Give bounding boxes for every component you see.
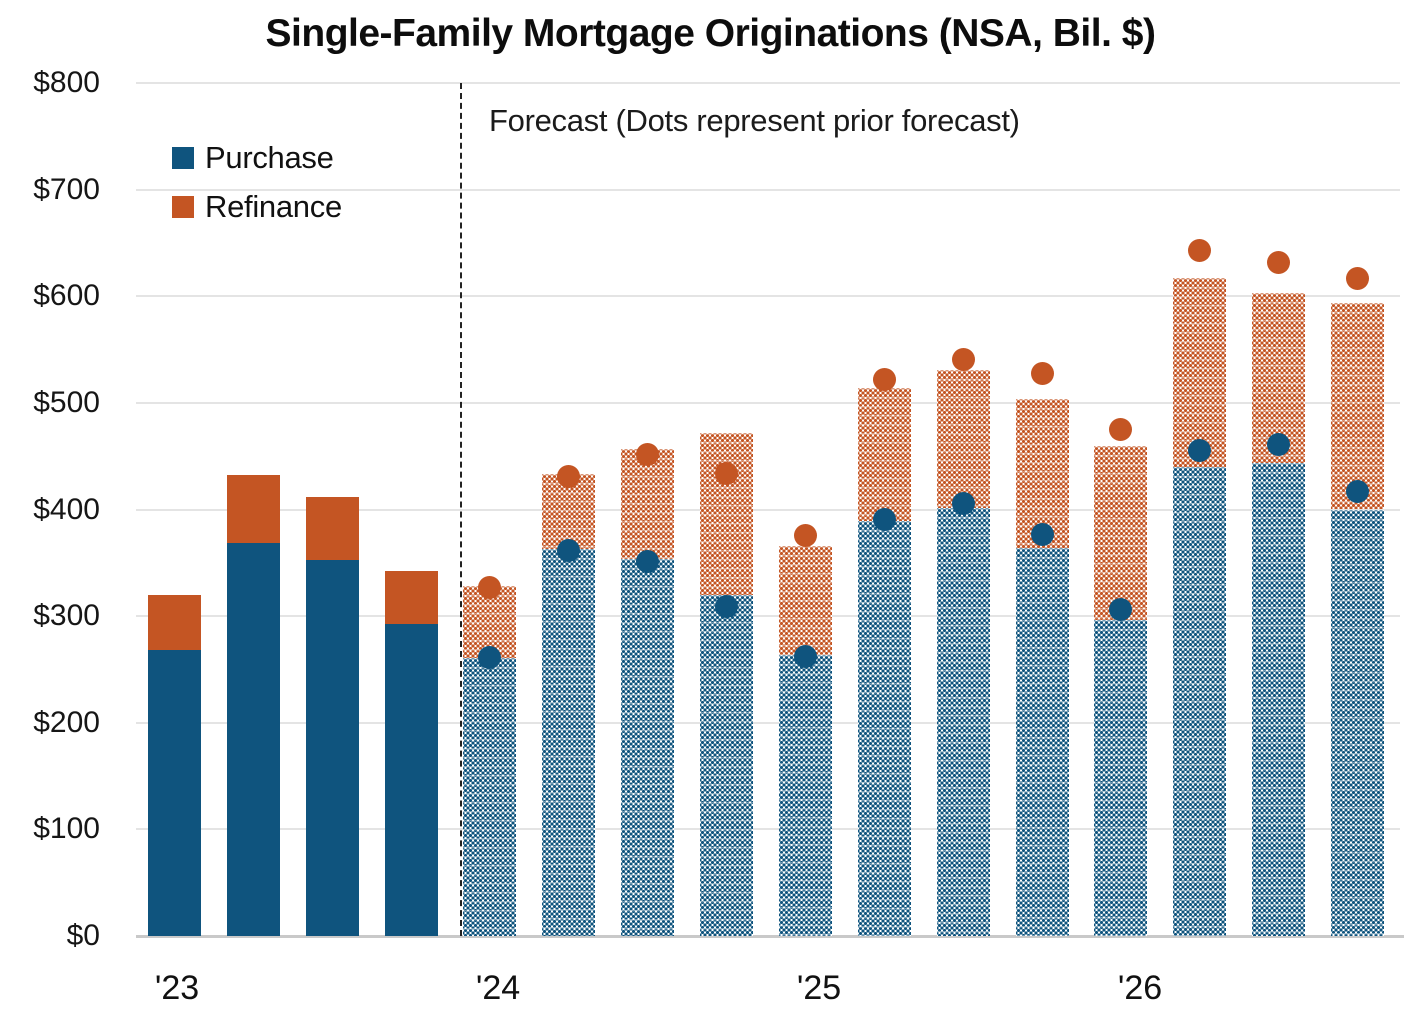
bar-refinance-24-q3 — [621, 448, 675, 559]
dot-prior-total-25-q2 — [872, 367, 896, 391]
dot-prior-total-24-q4 — [715, 461, 739, 485]
dot-prior-purchase-25-q4 — [1030, 522, 1054, 546]
refinance-swatch-icon — [172, 196, 194, 218]
dot-prior-total-26-q4 — [1346, 266, 1370, 290]
y-axis-tick-label-200: $200 — [33, 705, 100, 739]
y-axis-tick-label-700: $700 — [33, 172, 100, 206]
bar-refinance-25-q1 — [778, 545, 832, 655]
forecast-annotation: Forecast (Dots represent prior forecast) — [489, 103, 1020, 138]
gridline-300 — [136, 615, 1400, 618]
bar-purchase-26-q2 — [1173, 466, 1227, 936]
y-axis-tick-label-300: $300 — [33, 599, 100, 633]
gridline-800 — [136, 82, 1400, 84]
bar-purchase-23-q4 — [384, 623, 438, 936]
bar-purchase-25-q2 — [857, 521, 911, 936]
bar-purchase-24-q4 — [700, 594, 754, 936]
y-axis-tick-label-100: $100 — [33, 812, 100, 846]
dot-prior-purchase-26-q3 — [1267, 432, 1291, 456]
gridline-500 — [136, 401, 1400, 404]
y-axis-tick-label-500: $500 — [33, 385, 100, 419]
gridline-400 — [136, 508, 1400, 511]
bar-refinance-23-q4 — [384, 571, 438, 624]
bar-purchase-23-q3 — [305, 559, 359, 936]
bar-refinance-25-q3 — [936, 369, 990, 509]
bar-purchase-26-q3 — [1252, 462, 1306, 936]
dot-prior-purchase-24-q3 — [636, 550, 660, 574]
legend: Purchase Refinance — [172, 140, 342, 238]
x-axis-label-24: '24 — [475, 969, 521, 1007]
bar-refinance-24-q2 — [542, 474, 596, 549]
bar-refinance-25-q2 — [857, 387, 911, 522]
bar-purchase-26-q4 — [1331, 509, 1385, 936]
gridline-600 — [136, 295, 1400, 298]
bar-purchase-26-q1 — [1094, 620, 1148, 936]
y-axis-tick-label-600: $600 — [33, 279, 100, 313]
bar-refinance-23-q3 — [305, 496, 359, 560]
bar-purchase-24-q3 — [621, 558, 675, 936]
dot-prior-total-24-q3 — [636, 442, 660, 466]
x-axis-label-23: '23 — [154, 969, 200, 1007]
bar-refinance-23-q1 — [148, 594, 201, 651]
bar-refinance-26-q4 — [1331, 302, 1385, 510]
bar-purchase-25-q4 — [1015, 547, 1069, 936]
dot-prior-total-26-q1 — [1109, 418, 1133, 442]
dot-prior-total-25-q4 — [1030, 361, 1054, 385]
gridline-100 — [136, 828, 1400, 831]
dot-prior-total-26-q2 — [1188, 238, 1212, 262]
bar-refinance-26-q2 — [1173, 278, 1227, 467]
gridline-200 — [136, 721, 1400, 724]
dot-prior-purchase-26-q1 — [1109, 598, 1133, 622]
bar-purchase-24-q2 — [542, 548, 596, 936]
forecast-divider-dashed-line — [460, 83, 462, 936]
dot-prior-purchase-24-q1 — [478, 646, 502, 670]
bar-purchase-23-q1 — [148, 650, 201, 936]
dot-prior-total-24-q1 — [478, 575, 502, 599]
dot-prior-total-25-q1 — [793, 523, 817, 547]
x-axis-line — [136, 935, 1404, 938]
purchase-swatch-icon — [172, 147, 194, 169]
legend-item-refinance: Refinance — [172, 189, 342, 225]
dot-prior-purchase-26-q4 — [1346, 479, 1370, 503]
bar-purchase-24-q1 — [463, 657, 517, 936]
dot-prior-purchase-25-q1 — [793, 645, 817, 669]
dot-prior-purchase-24-q4 — [715, 595, 739, 619]
chart-title: Single-Family Mortgage Originations (NSA… — [265, 12, 1156, 55]
dot-prior-total-25-q3 — [951, 347, 975, 371]
x-axis-label-25: '25 — [796, 969, 842, 1007]
legend-label-purchase: Purchase — [205, 140, 334, 175]
dot-prior-purchase-25-q2 — [872, 507, 896, 531]
y-axis-tick-label-800: $800 — [33, 66, 100, 99]
legend-label-refinance: Refinance — [205, 189, 342, 224]
x-axis-label-26: '26 — [1117, 969, 1163, 1007]
bar-refinance-26-q1 — [1094, 445, 1148, 621]
legend-item-purchase: Purchase — [172, 140, 342, 176]
dot-prior-total-24-q2 — [557, 464, 581, 488]
bar-purchase-23-q2 — [226, 542, 280, 936]
bar-purchase-25-q3 — [936, 508, 990, 936]
dot-prior-total-26-q3 — [1267, 250, 1291, 274]
bar-refinance-24-q4 — [700, 432, 754, 595]
dot-prior-purchase-26-q2 — [1188, 439, 1212, 463]
bar-refinance-23-q2 — [226, 475, 280, 543]
bar-purchase-25-q1 — [778, 654, 832, 936]
dot-prior-purchase-25-q3 — [951, 491, 975, 515]
y-axis-tick-label-0: $0 — [66, 919, 100, 952]
gridline-700 — [136, 188, 1400, 191]
dot-prior-purchase-24-q2 — [557, 538, 581, 562]
y-axis-tick-label-400: $400 — [33, 492, 100, 526]
